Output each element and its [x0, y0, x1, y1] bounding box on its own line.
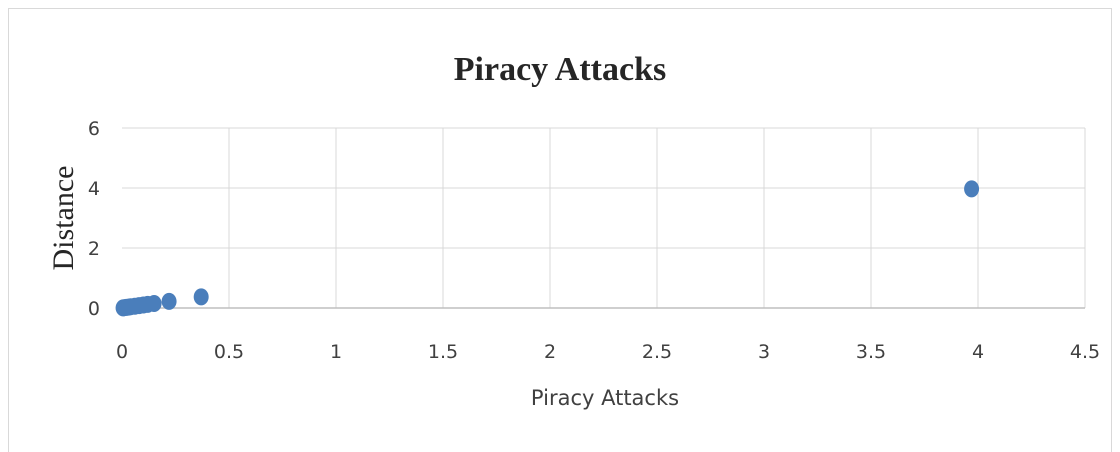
y-tick-label: 2 [88, 238, 100, 260]
gridlines [122, 127, 1086, 309]
x-tick-label: 3 [758, 341, 770, 363]
y-axis-label: Distance [47, 166, 80, 271]
y-tick-label: 4 [88, 178, 100, 200]
data-point [193, 288, 209, 306]
x-tick-label: 2 [544, 341, 556, 363]
x-tick-label: 1.5 [428, 341, 458, 363]
chart-title: Piracy Attacks [454, 51, 666, 88]
x-axis-label: Piracy Attacks [531, 386, 679, 410]
x-tick-label: 4 [972, 341, 984, 363]
data-point [146, 295, 162, 312]
data-points [115, 180, 980, 317]
x-tick-label: 1 [330, 341, 342, 363]
x-tick-label: 4.5 [1070, 341, 1100, 363]
x-tick-label: 0 [116, 341, 128, 363]
x-tick-label: 0.5 [214, 341, 244, 363]
data-point [161, 292, 177, 310]
y-tick-label: 6 [88, 118, 100, 140]
x-tick-label: 3.5 [856, 341, 886, 363]
data-point [964, 180, 980, 198]
chart-area [8, 8, 1112, 452]
tick-labels: 0 2 4 6 0 0.5 1 1.5 2 2.5 3 3.5 4 4.5 [88, 118, 1100, 363]
x-tick-label: 2.5 [642, 341, 672, 363]
y-tick-label: 0 [88, 298, 100, 320]
